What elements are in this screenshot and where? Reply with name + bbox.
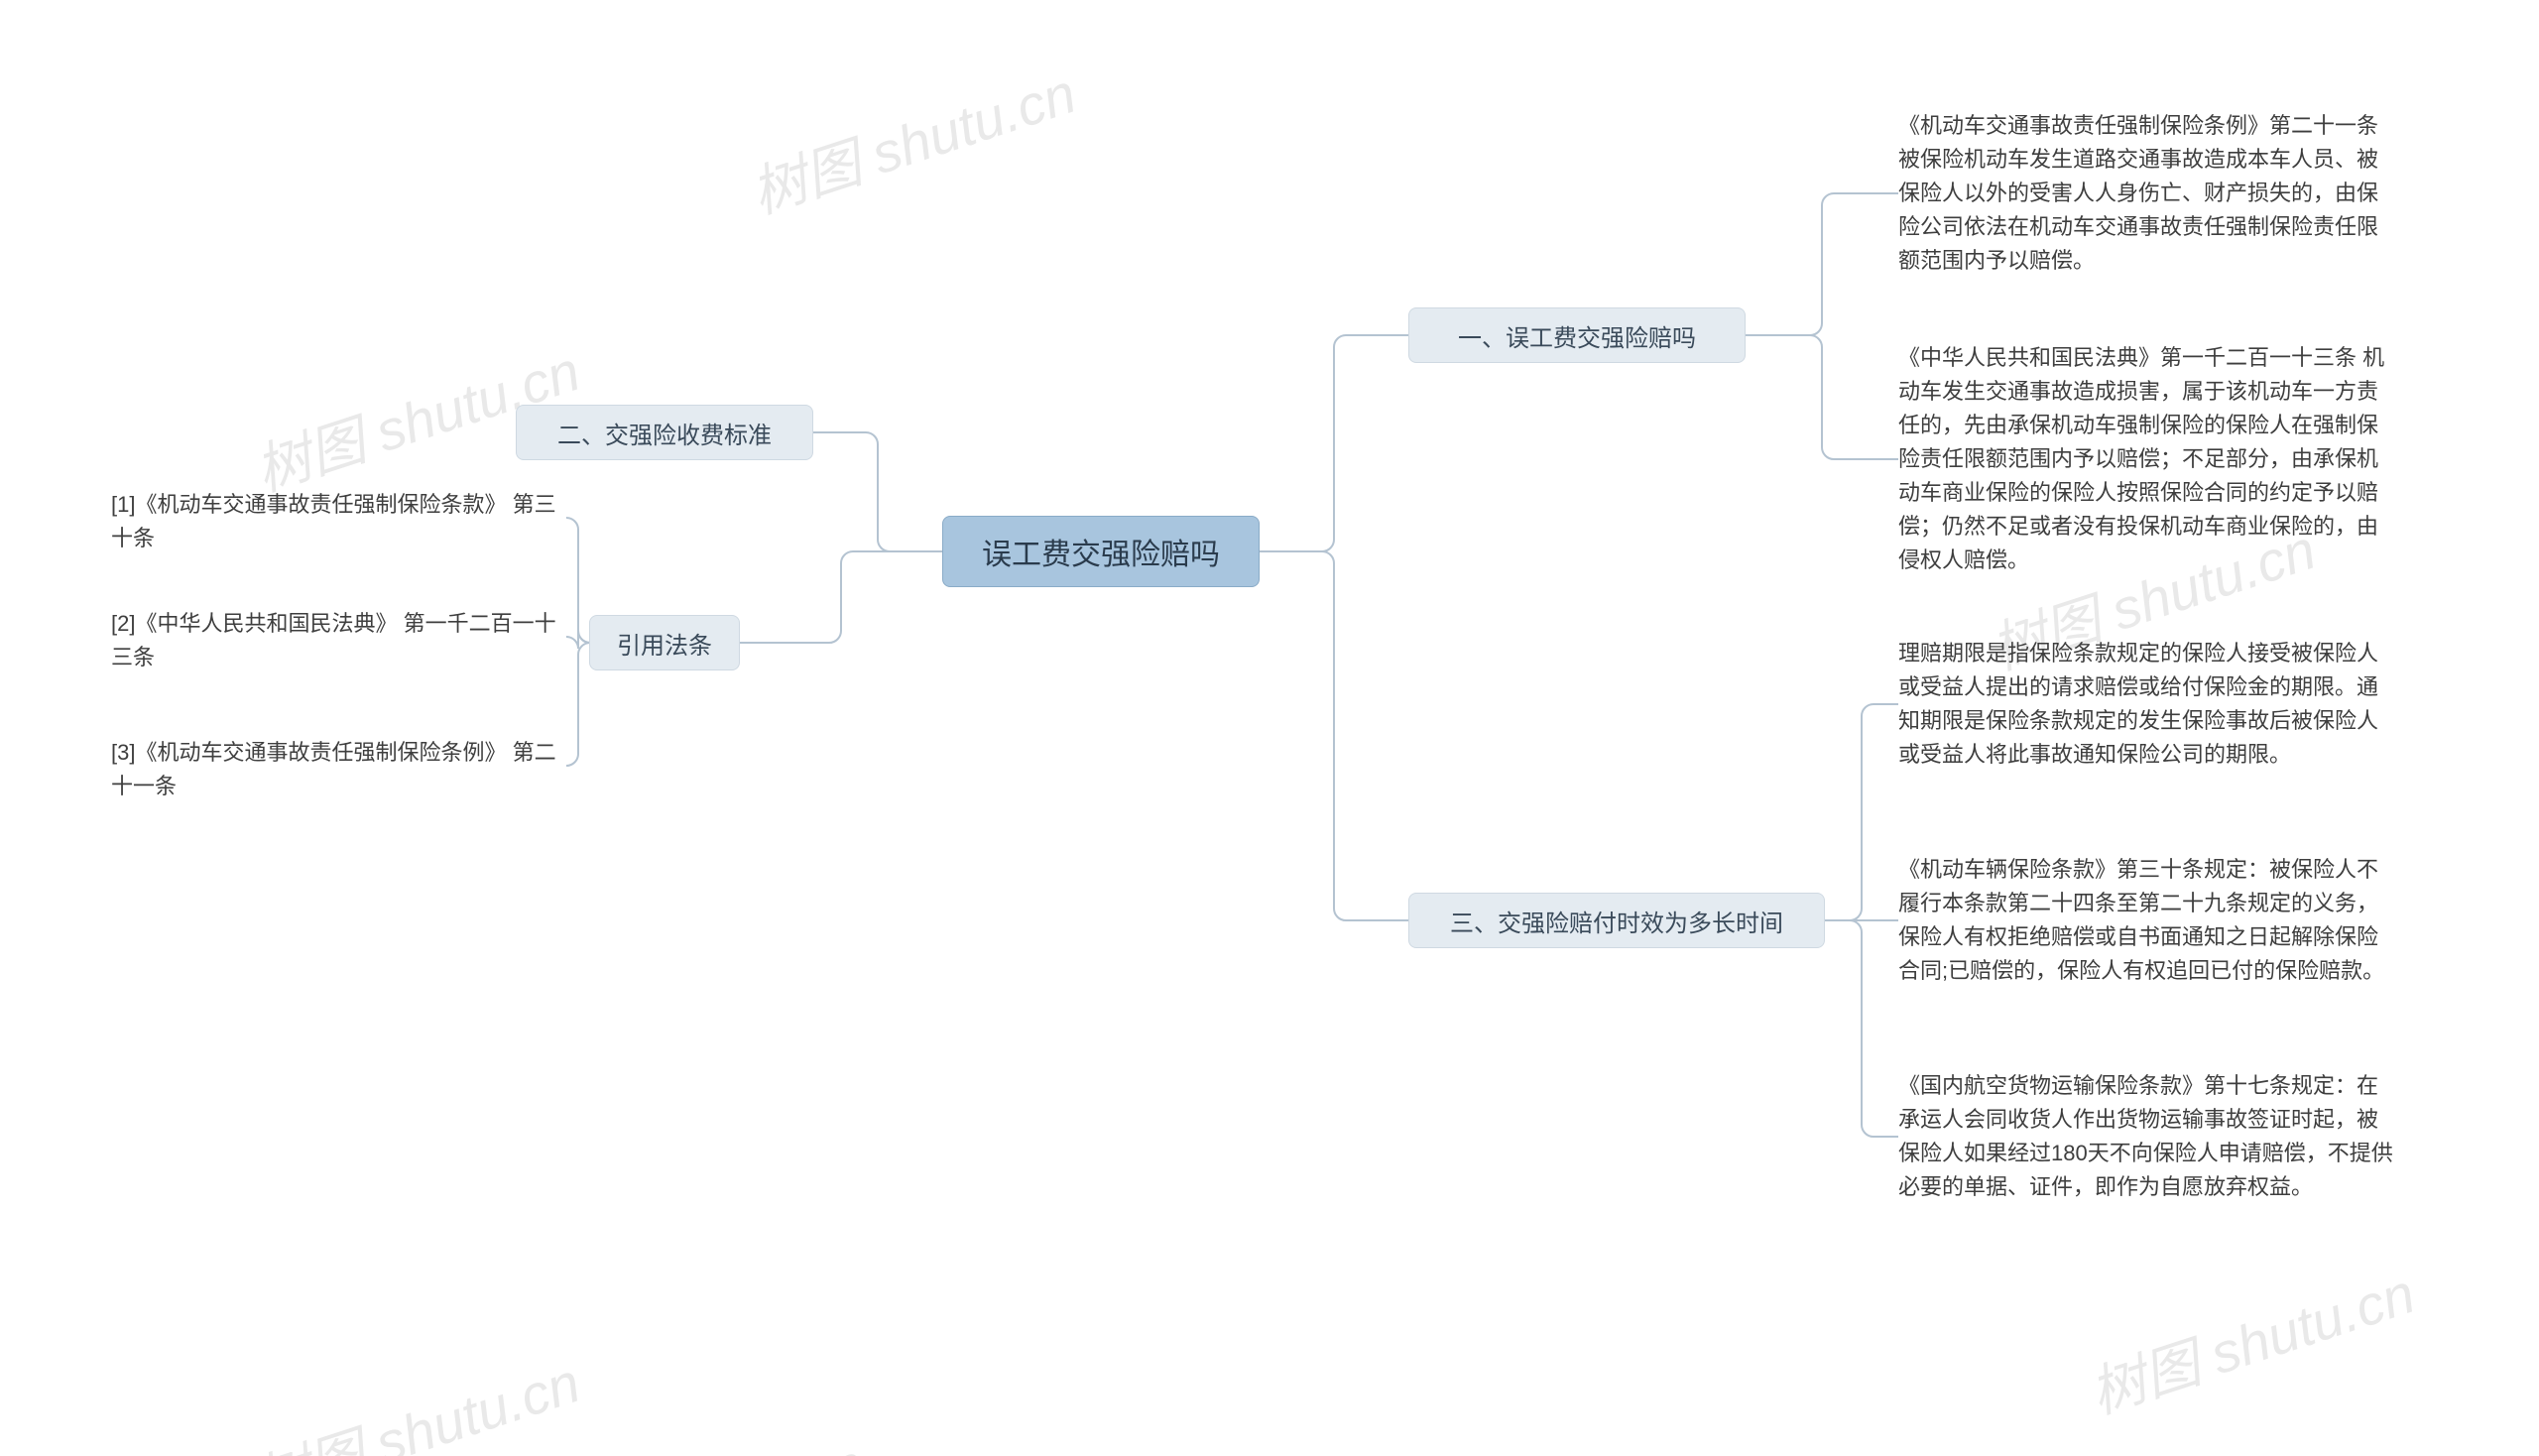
- root-node[interactable]: 误工费交强险赔吗: [942, 516, 1260, 587]
- branch-time-limit[interactable]: 三、交强险赔付时效为多长时间: [1408, 893, 1825, 948]
- watermark-6: 树图 shutu.cn: [2079, 1250, 2424, 1430]
- watermark-4: tu.cn: [737, 1431, 872, 1456]
- leaf-b3-2: 《机动车辆保险条款》第三十条规定：被保险人不履行本条款第二十四条至第二十九条规定…: [1898, 831, 2394, 1010]
- leaf-cite-3: [3]《机动车交通事故责任强制保险条例》 第二十一条: [111, 736, 567, 803]
- watermark-3: 树图 shutu.cn: [244, 1339, 589, 1456]
- mindmap-canvas: 树图 shutu.cn 树图 shutu.cn 树图 shutu.cn tu.c…: [0, 0, 2539, 1456]
- leaf-b3-3: 《国内航空货物运输保险条款》第十七条规定：在承运人会同收货人作出货物运输事故签证…: [1898, 1047, 2394, 1226]
- leaf-cite-2: [2]《中华人民共和国民法典》 第一千二百一十三条: [111, 607, 567, 674]
- branch-compensation[interactable]: 一、误工费交强险赔吗: [1408, 307, 1746, 363]
- leaf-cite-1: [1]《机动车交通事故责任强制保险条款》 第三十条: [111, 488, 567, 555]
- branch-citations[interactable]: 引用法条: [589, 615, 740, 670]
- branch-fee-standard[interactable]: 二、交强险收费标准: [516, 405, 813, 460]
- leaf-b1-1: 《机动车交通事故责任强制保险条例》第二十一条被保险机动车发生道路交通事故造成本车…: [1898, 109, 2394, 278]
- watermark-2: 树图 shutu.cn: [740, 50, 1085, 230]
- leaf-b3-1: 理赔期限是指保险条款规定的保险人接受被保险人或受益人提出的请求赔偿或给付保险金的…: [1898, 615, 2394, 793]
- leaf-b1-2: 《中华人民共和国民法典》第一千二百一十三条 机动车发生交通事故造成损害，属于该机…: [1898, 335, 2394, 583]
